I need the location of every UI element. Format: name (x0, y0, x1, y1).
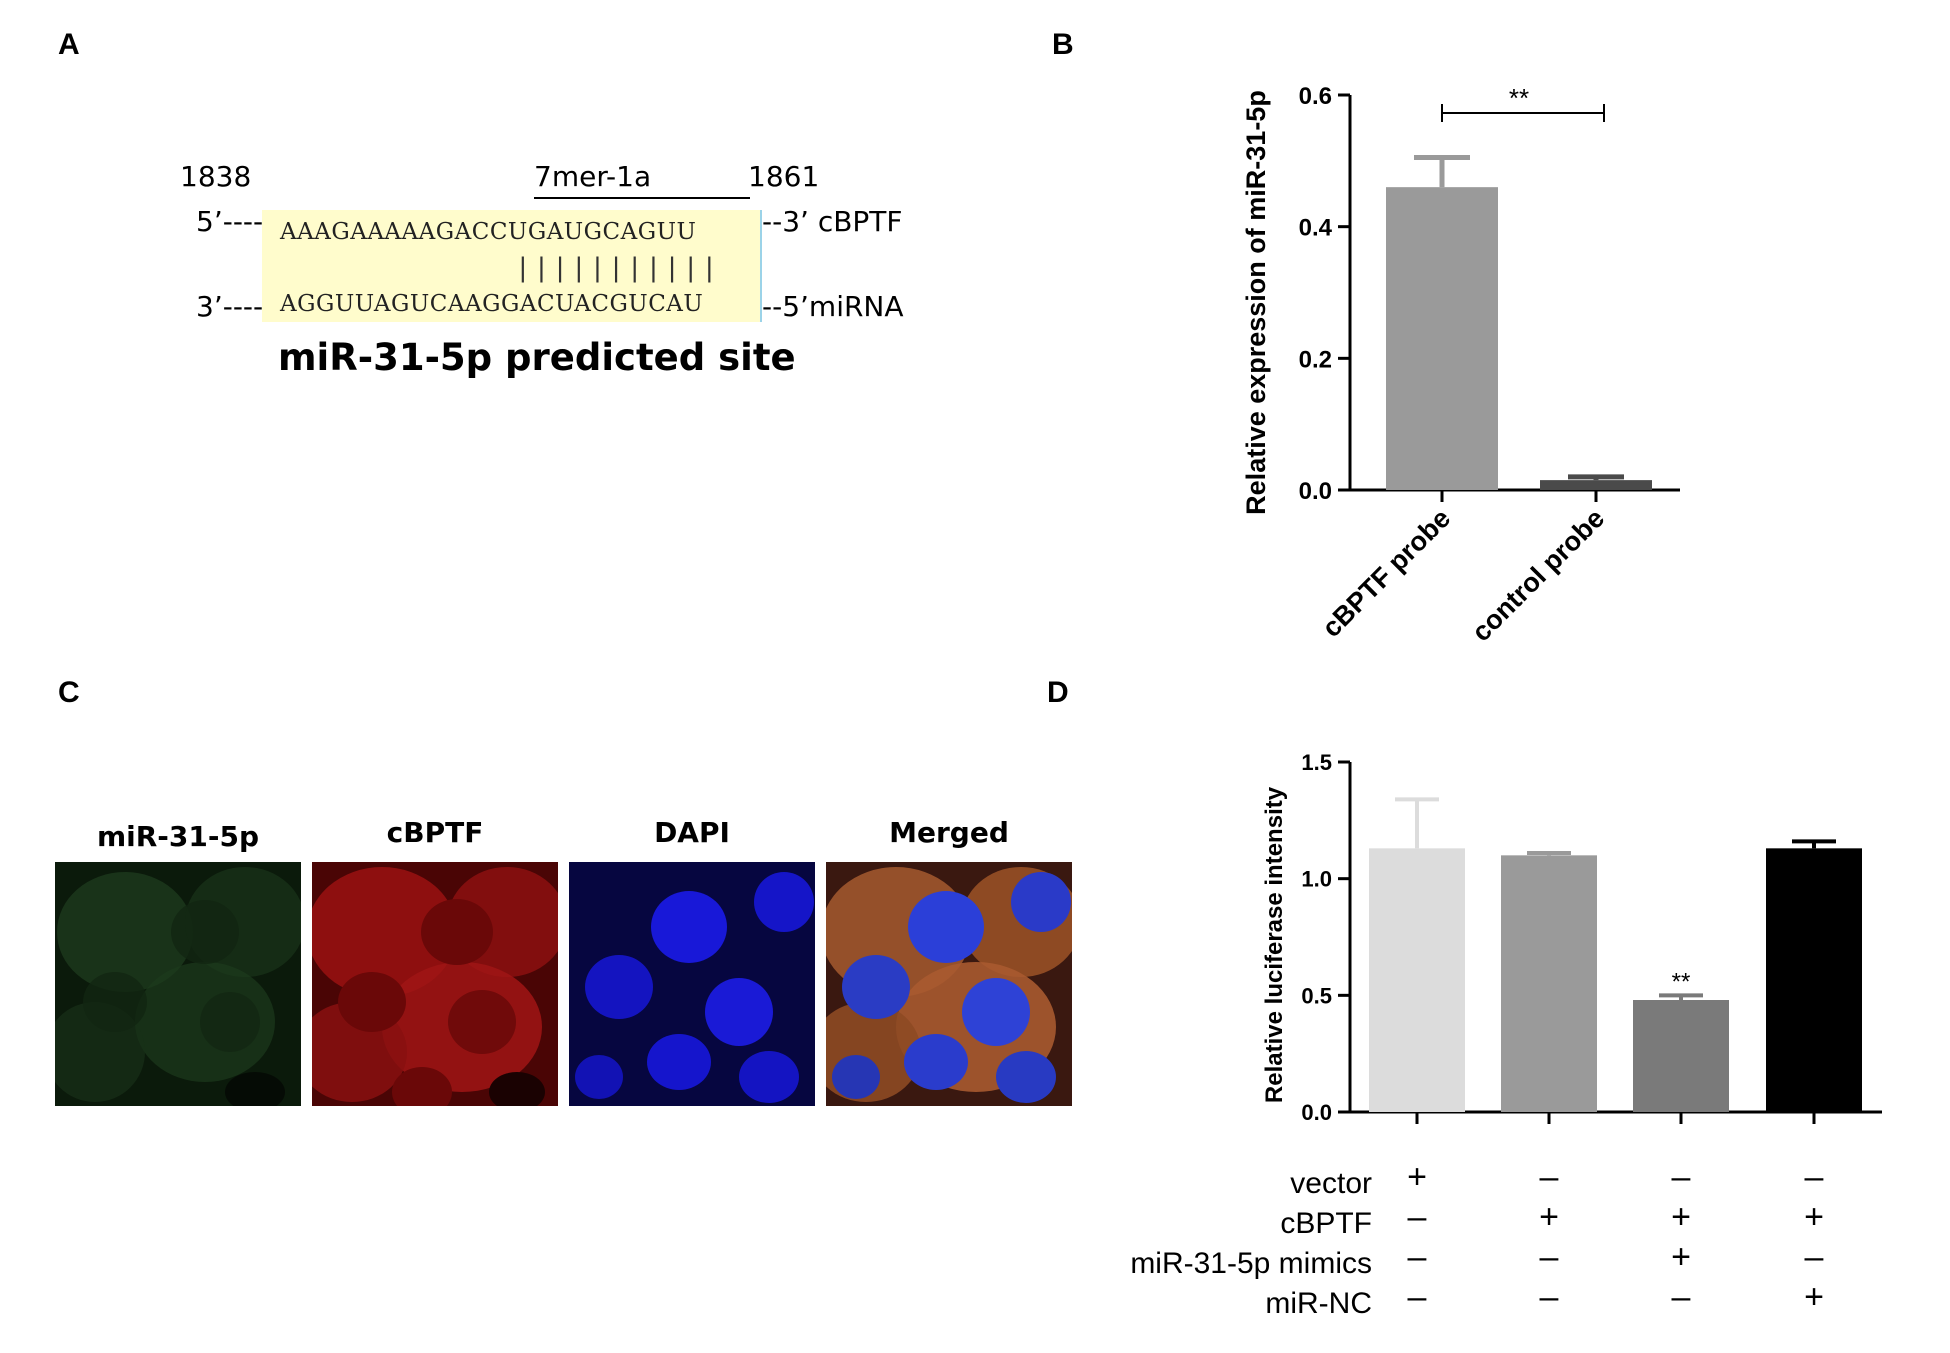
condition-mark: – (1539, 1278, 1559, 1316)
merged-image (826, 862, 1072, 1106)
y-tick-label: 0.4 (1299, 215, 1333, 242)
top-suffix: --3’ cBPTF (762, 205, 903, 238)
condition-row-label: miR-31-5p mimics (1130, 1247, 1372, 1280)
image-label-mir31: miR-31-5p (96, 820, 260, 853)
kmer-label: 7mer-1a (534, 160, 652, 193)
blue-channel-image (569, 862, 815, 1106)
y-tick-label: 0.0 (1299, 478, 1332, 505)
bar (1540, 480, 1652, 490)
kmer-underline (534, 197, 750, 199)
condition-mark: + (1671, 1198, 1691, 1236)
bar (1501, 855, 1597, 1112)
red-channel-image (312, 862, 558, 1106)
start-position: 1838 (180, 160, 252, 193)
condition-mark: + (1804, 1278, 1824, 1316)
sequence-highlight-box (262, 210, 762, 322)
panel-letter-c: C (58, 676, 80, 709)
green-channel-image (55, 862, 301, 1106)
condition-mark: + (1804, 1198, 1824, 1236)
image-label-cbptf: cBPTF (386, 816, 484, 849)
condition-mark: – (1407, 1198, 1427, 1236)
predicted-site-title: miR-31-5p predicted site (278, 336, 796, 379)
top-prefix: 5’---- (196, 205, 264, 238)
condition-mark: + (1539, 1198, 1559, 1236)
panel-a-sequence-alignment: 1838 7mer-1a 1861 5’---- AAAGAAAAAGACCUG… (0, 0, 1000, 420)
y-axis-label: Relative luciferase intensity (1261, 786, 1288, 1103)
mirna-sequence: AGGUUAGUCAAGGACUACGUCAU (280, 291, 704, 317)
panel-letter-a: A (58, 28, 80, 61)
condition-mark: – (1804, 1158, 1824, 1196)
base-pairing-lines: ||||||||||| (515, 253, 721, 283)
image-label-merged: Merged (889, 816, 1009, 849)
bar-significance-label: ** (1672, 968, 1691, 995)
condition-row-label: cBPTF (1280, 1207, 1372, 1240)
condition-mark: + (1407, 1158, 1427, 1196)
significance-label: ** (1509, 83, 1529, 113)
condition-mark: – (1804, 1238, 1824, 1276)
end-position: 1861 (748, 160, 820, 193)
y-tick-label: 1.0 (1301, 867, 1332, 892)
condition-mark: – (1407, 1238, 1427, 1276)
bottom-prefix: 3’---- (196, 290, 264, 323)
y-tick-label: 0.2 (1299, 346, 1332, 373)
bar (1386, 187, 1498, 490)
cbptf-sequence: AAAGAAAAAGACCUGAUGCAGUU (280, 219, 697, 245)
condition-mark: – (1407, 1278, 1427, 1316)
panel-d-chart: 0.0 0.5 1.0 1.5 Relative luciferase intensit… (1261, 750, 1882, 1125)
panel-letter-d: D (1047, 676, 1069, 709)
panel-letter-b: B (1052, 28, 1074, 61)
condition-mark: – (1539, 1238, 1559, 1276)
panel-b-chart: 0.0 0.2 0.4 0.6 Relative expression of miR-3… (1241, 83, 1680, 647)
y-tick-label: 0.6 (1299, 83, 1332, 110)
x-tick-label: cBPTF probe (1316, 503, 1456, 643)
condition-mark: – (1539, 1158, 1559, 1196)
x-tick-label: control probe (1466, 503, 1610, 647)
y-tick-label: 0.0 (1301, 1100, 1332, 1125)
y-tick-label: 0.5 (1301, 983, 1332, 1008)
condition-row-label: miR-NC (1265, 1287, 1372, 1320)
bar (1766, 848, 1862, 1112)
condition-mark: – (1671, 1158, 1691, 1196)
bar (1369, 848, 1465, 1112)
y-axis-label: Relative expression of miR-31-5p (1241, 90, 1271, 515)
y-tick-label: 1.5 (1301, 750, 1332, 775)
condition-mark: + (1671, 1238, 1691, 1276)
condition-mark: – (1671, 1278, 1691, 1316)
bottom-suffix: --5’miRNA (762, 290, 904, 323)
image-label-dapi: DAPI (654, 816, 730, 849)
condition-row-label: vector (1290, 1167, 1372, 1200)
bar (1633, 1000, 1729, 1112)
